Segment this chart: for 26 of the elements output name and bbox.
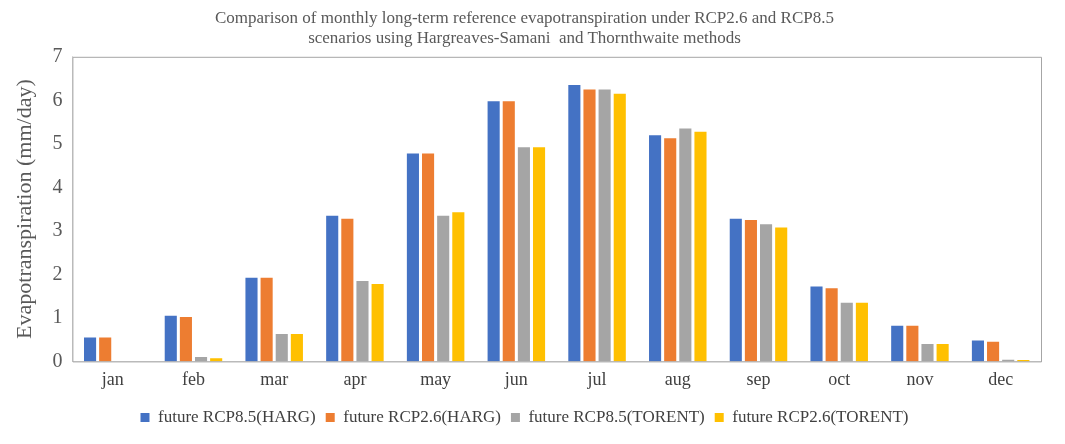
legend-label: future RCP8.5(TORENT) — [528, 406, 705, 426]
x-tick-label: dec — [988, 368, 1014, 389]
y-tick-label: 3 — [52, 218, 63, 241]
y-tick-label: 6 — [52, 87, 63, 110]
x-tick-label: feb — [181, 368, 205, 389]
y-tick-label: 2 — [52, 261, 63, 284]
x-tick-label: may — [420, 368, 452, 389]
y-tick-label: 0 — [52, 348, 63, 371]
legend-label: future RCP2.6(HARG) — [343, 406, 501, 426]
x-tick-label: sep — [746, 368, 771, 389]
x-tick-label: jun — [503, 368, 528, 389]
y-tick-label: 4 — [52, 174, 63, 197]
x-tick-label: jan — [100, 368, 124, 389]
chart-title: Comparison of monthly long-term reference evapotranspiration under RCP2.6 and RCP8.5 scenarios using Hargreaves-Samani and Thornthwaite methods — [215, 7, 834, 48]
y-tick-label: 7 — [52, 44, 63, 67]
legend-label: future RCP8.5(HARG) — [158, 406, 316, 426]
y-axis-title: Evapotranspiration (mm/day) — [10, 79, 36, 339]
y-tick-label: 5 — [52, 131, 63, 154]
x-tick-label: mar — [260, 368, 289, 389]
legend-label: future RCP2.6(TORENT) — [732, 406, 909, 426]
x-tick-label: apr — [343, 368, 367, 389]
x-tick-label: nov — [906, 368, 934, 389]
x-tick-label: aug — [664, 368, 691, 389]
x-tick-label: oct — [828, 368, 851, 389]
y-tick-label: 1 — [52, 305, 63, 328]
x-tick-label: jul — [586, 368, 607, 389]
